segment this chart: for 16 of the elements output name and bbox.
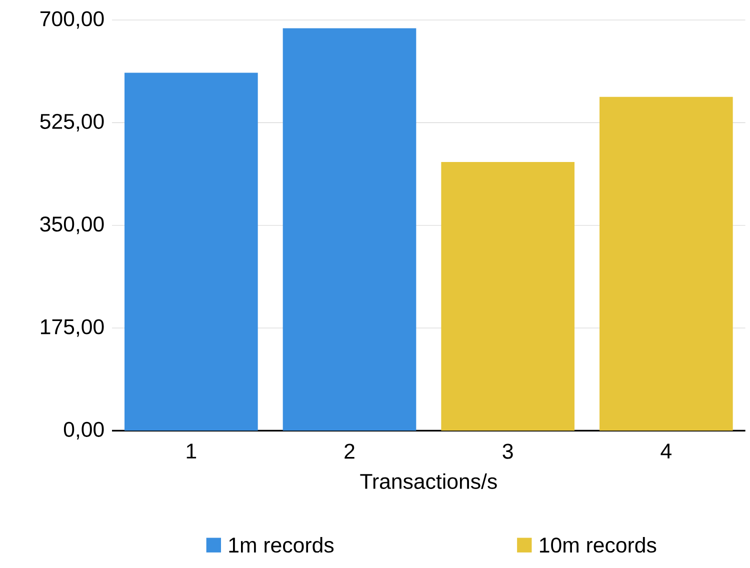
x-tick-label: 1 — [186, 444, 196, 458]
bar — [441, 162, 575, 431]
y-tick-label: 0,00 — [64, 422, 104, 440]
bar — [600, 96, 733, 431]
bar — [282, 28, 416, 431]
y-tick-label: 175,00 — [41, 319, 104, 337]
x-tick-label: 2 — [344, 444, 354, 459]
y-tick-label: 350,00 — [40, 216, 104, 234]
y-tick-label: 525,00 — [40, 114, 104, 132]
x-tick-label: 3 — [502, 444, 513, 459]
bar — [124, 72, 258, 431]
x-tick-label: 4 — [660, 444, 672, 458]
x-axis-title: Transactions/s — [360, 473, 497, 489]
y-tick-label: 700,00 — [40, 11, 104, 29]
legend-label: 10m records — [540, 537, 656, 553]
legend-label: 1m records — [229, 537, 334, 553]
